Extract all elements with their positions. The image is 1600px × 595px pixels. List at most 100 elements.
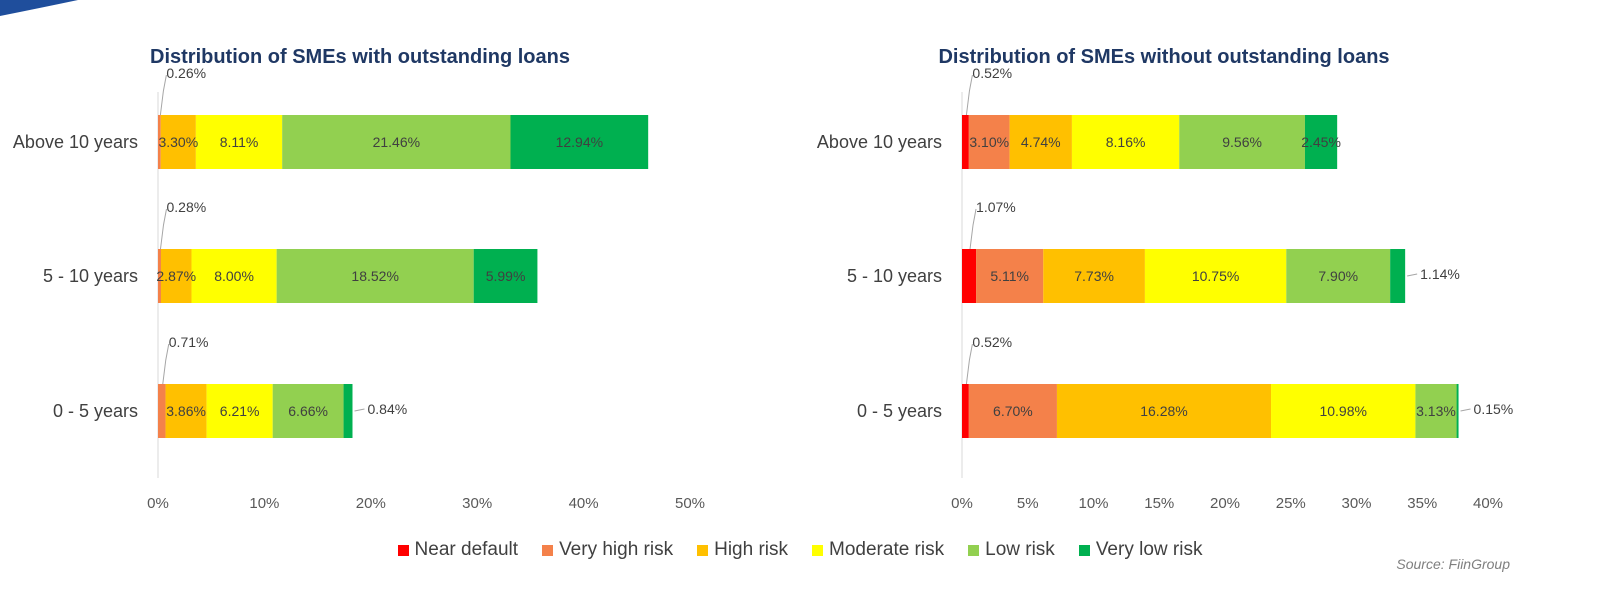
x-tick-label: 15% <box>1144 495 1174 512</box>
bar-very-high-risk-5-10-years <box>976 249 1044 303</box>
bar-low-risk-0-5-years <box>1415 384 1457 438</box>
data-label: 6.70% <box>993 403 1033 419</box>
legend-label: Low risk <box>985 539 1055 560</box>
legend-label: Very high risk <box>559 539 674 560</box>
data-label: 6.66% <box>288 403 328 419</box>
data-label: 5.11% <box>990 268 1029 284</box>
legend-label: Moderate risk <box>829 539 945 560</box>
data-label: 0.26% <box>166 65 206 81</box>
data-label: 2.45% <box>1301 134 1341 150</box>
leader-line <box>1460 408 1471 412</box>
bar-near-default-0-5-years <box>962 384 969 438</box>
leader-line <box>159 208 167 250</box>
bar-very-low-risk-above-10-years <box>510 115 649 169</box>
legend-label: High risk <box>714 539 789 560</box>
chart-without-loans: Distribution of SMEs without outstanding… <box>817 46 1513 512</box>
leader-line <box>354 408 365 412</box>
data-label: 8.11% <box>220 134 259 150</box>
category-label-5-10-years: 5 - 10 years <box>43 266 138 286</box>
bar-moderate-risk-above-10-years <box>195 115 283 169</box>
bar-high-risk-5-10-years <box>1043 249 1145 303</box>
bar-moderate-risk-0-5-years <box>206 384 273 438</box>
data-label: 0.71% <box>169 334 209 350</box>
bar-very-low-risk-0-5-years <box>1456 384 1459 438</box>
bar-very-high-risk-0-5-years <box>158 384 166 438</box>
chart-title: Distribution of SMEs with outstanding lo… <box>150 46 570 68</box>
category-label-5-10-years: 5 - 10 years <box>847 266 942 286</box>
legend: Near default Very high risk High risk Moder… <box>0 537 1600 563</box>
x-tick-label: 25% <box>1276 495 1306 512</box>
data-label: 4.74% <box>1021 134 1061 150</box>
x-tick-label: 30% <box>1341 495 1371 512</box>
legend-item-low-risk: Low risk <box>968 539 1055 561</box>
x-tick-label: 20% <box>356 495 386 512</box>
legend-item-very-high-risk: Very high risk <box>542 539 673 561</box>
bar-high-risk-0-5-years <box>1056 384 1272 438</box>
legend-item-near-default: Near default <box>397 539 518 561</box>
x-tick-label: 10% <box>249 495 279 512</box>
data-label: 3.10% <box>969 134 1009 150</box>
bar-very-high-risk-0-5-years <box>968 384 1057 438</box>
corner-accent-shape <box>0 0 78 16</box>
x-tick-label: 5% <box>1017 495 1039 512</box>
data-label: 7.90% <box>1318 268 1358 284</box>
bar-high-risk-above-10-years <box>1009 115 1072 169</box>
data-label: 8.00% <box>214 268 254 284</box>
bar-moderate-risk-5-10-years <box>191 249 277 303</box>
charts-canvas: Distribution of SMEs with outstanding lo… <box>13 46 1513 512</box>
legend-swatch <box>1078 544 1090 556</box>
data-label: 0.52% <box>972 334 1012 350</box>
data-label: 3.30% <box>158 134 198 150</box>
legend-item-moderate-risk: Moderate risk <box>812 539 944 561</box>
leader-line <box>965 343 973 385</box>
source-note: Source: FiinGroup <box>1396 556 1510 572</box>
data-label: 10.75% <box>1192 268 1239 284</box>
data-label: 0.15% <box>1474 401 1514 417</box>
bar-moderate-risk-above-10-years <box>1071 115 1180 169</box>
x-tick-label: 20% <box>1210 495 1240 512</box>
x-tick-label: 35% <box>1407 495 1437 512</box>
data-label: 21.46% <box>373 134 420 150</box>
leader-line <box>1407 273 1418 277</box>
legend-label: Very low risk <box>1095 539 1203 560</box>
category-label-above-10-years: Above 10 years <box>13 132 138 152</box>
legend-swatch <box>968 544 980 556</box>
data-label: 1.07% <box>976 199 1016 215</box>
bar-high-risk-0-5-years <box>165 384 207 438</box>
legend-swatch <box>812 544 824 556</box>
bar-low-risk-5-10-years <box>1286 249 1391 303</box>
legend-item-high-risk: High risk <box>697 539 788 561</box>
bar-low-risk-above-10-years <box>282 115 511 169</box>
data-label: 5.99% <box>486 268 526 284</box>
bar-very-high-risk-above-10-years <box>158 115 161 169</box>
category-label-0-5-years: 0 - 5 years <box>857 401 942 421</box>
data-label: 6.21% <box>220 403 260 419</box>
legend-swatch <box>697 544 709 556</box>
data-label: 12.94% <box>556 134 603 150</box>
category-label-0-5-years: 0 - 5 years <box>53 401 138 421</box>
bar-very-high-risk-above-10-years <box>968 115 1010 169</box>
data-label: 0.84% <box>367 401 407 417</box>
category-label-above-10-years: Above 10 years <box>817 132 942 152</box>
bar-low-risk-5-10-years <box>276 249 474 303</box>
x-tick-label: 40% <box>569 495 599 512</box>
leader-line <box>159 74 167 116</box>
chart-with-loans: Distribution of SMEs with outstanding lo… <box>13 46 705 512</box>
data-label: 3.13% <box>1416 403 1456 419</box>
x-tick-label: 0% <box>951 495 973 512</box>
data-label: 16.28% <box>1140 403 1187 419</box>
chart-title: Distribution of SMEs without outstanding… <box>938 46 1389 68</box>
legend-swatch <box>397 544 409 556</box>
bar-near-default-above-10-years <box>962 115 969 169</box>
data-label: 18.52% <box>351 268 398 284</box>
x-tick-label: 40% <box>1473 495 1503 512</box>
x-tick-label: 0% <box>147 495 169 512</box>
bar-moderate-risk-5-10-years <box>1144 249 1287 303</box>
data-label: 2.87% <box>156 268 196 284</box>
bar-very-low-risk-0-5-years <box>343 384 353 438</box>
bar-very-low-risk-5-10-years <box>473 249 538 303</box>
data-label: 3.86% <box>166 403 206 419</box>
bar-moderate-risk-0-5-years <box>1271 384 1416 438</box>
bar-very-low-risk-above-10-years <box>1304 115 1338 169</box>
data-label: 1.14% <box>1420 266 1460 282</box>
